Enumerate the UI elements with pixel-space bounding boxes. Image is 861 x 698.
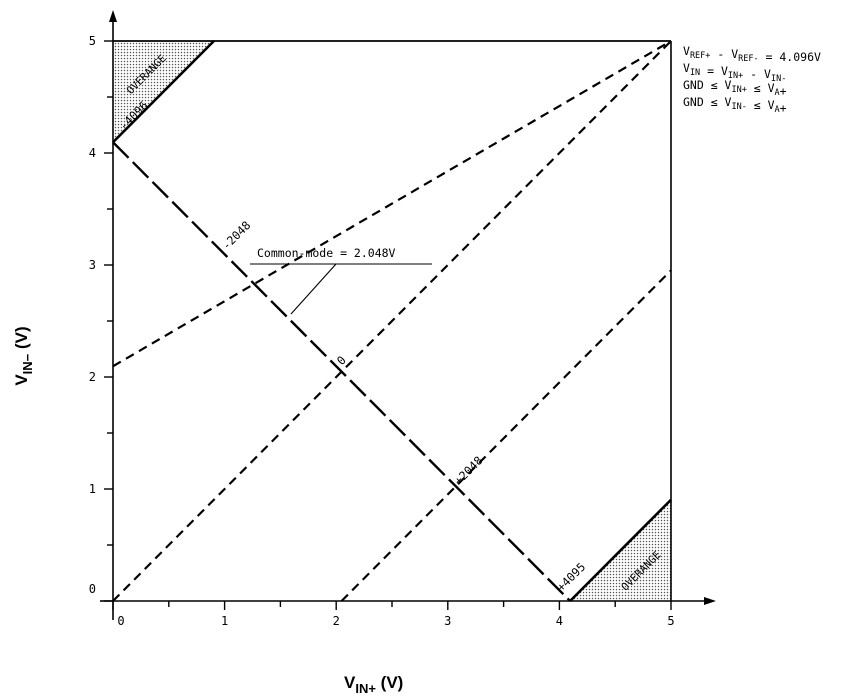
y-axis-arrow: [109, 10, 117, 22]
callout-leader: [290, 263, 337, 315]
series-line-3: [112, 141, 571, 602]
x-tick-label: 4: [556, 614, 563, 628]
note-line: VREF+ - VREF- = 4.096V: [683, 44, 821, 64]
x-tick-label: 3: [444, 614, 451, 628]
x-tick-label: 5: [667, 614, 674, 628]
y-tick-label: 2: [89, 370, 96, 384]
x-tick-label: 2: [333, 614, 340, 628]
y-tick-label: 5: [89, 34, 96, 48]
y-tick-label: 3: [89, 258, 96, 272]
common-mode-label: Common-mode = 2.048V: [257, 246, 396, 260]
series-line-0: [112, 40, 672, 368]
y-tick-label: 4: [89, 146, 96, 160]
x-tick-label: 0: [117, 614, 124, 628]
series-line-2: [340, 269, 672, 602]
series-line-4: [112, 40, 215, 144]
note-line: GND ≤ VIN+ ≤ VA+: [683, 78, 787, 98]
y-axis-title: VIN− (V): [12, 326, 35, 385]
y-tick-label: 1: [89, 482, 96, 496]
series-line-5: [569, 498, 672, 602]
code-label: +2048: [451, 453, 485, 487]
x-axis-arrow: [704, 597, 716, 605]
series-line-1: [112, 40, 672, 602]
note-line: GND ≤ VIN- ≤ VA+: [683, 95, 787, 115]
x-axis-title: VIN+ (V): [344, 673, 403, 696]
y-tick-label: 0: [89, 582, 96, 596]
note-line: VIN = VIN+ - VIN-: [683, 61, 786, 84]
code-label: -2048: [219, 218, 253, 252]
x-tick-label: 1: [221, 614, 228, 628]
